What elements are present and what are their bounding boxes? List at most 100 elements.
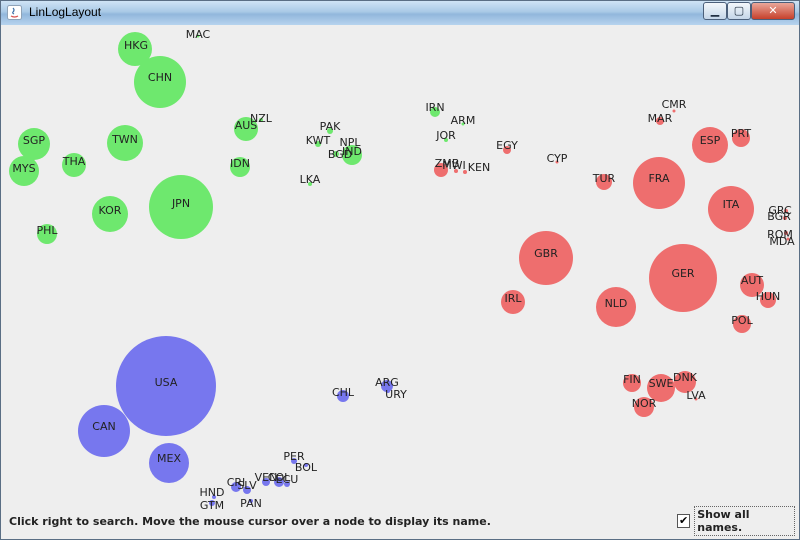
node-label-arg: ARG — [375, 376, 399, 389]
node-lka[interactable] — [308, 182, 312, 186]
node-nzl[interactable] — [259, 118, 263, 122]
node-mac[interactable] — [196, 34, 200, 38]
node-hnd[interactable] — [212, 495, 216, 499]
node-cri[interactable] — [231, 482, 241, 492]
node-sgp[interactable] — [18, 128, 50, 160]
node-ita[interactable] — [708, 186, 754, 232]
node-layer — [9, 32, 790, 506]
node-mar[interactable] — [656, 117, 664, 125]
node-dnk[interactable] — [674, 371, 696, 393]
node-mys[interactable] — [9, 156, 39, 186]
node-ind[interactable] — [342, 145, 362, 165]
node-phl[interactable] — [37, 224, 57, 244]
node-tur[interactable] — [596, 174, 612, 190]
node-esp[interactable] — [692, 127, 728, 163]
node-label-twn: TWN — [111, 133, 138, 146]
node-cyp[interactable] — [555, 160, 559, 164]
node-label-ger: GER — [671, 267, 694, 280]
node-label-mac: MAC — [186, 28, 211, 41]
node-label-gbr: GBR — [534, 247, 558, 260]
node-col[interactable] — [274, 477, 284, 487]
node-tha[interactable] — [62, 153, 86, 177]
node-per[interactable] — [291, 458, 297, 464]
node-bol[interactable] — [304, 463, 308, 467]
node-bgd[interactable] — [333, 151, 339, 157]
node-hun[interactable] — [760, 292, 776, 308]
node-pan[interactable] — [249, 499, 253, 503]
node-label-mys: MYS — [12, 162, 35, 175]
node-ury[interactable] — [386, 389, 390, 393]
node-pak[interactable] — [327, 128, 333, 134]
node-usa[interactable] — [116, 336, 216, 436]
node-jor[interactable] — [444, 138, 448, 142]
node-ken[interactable] — [463, 170, 467, 174]
node-ven[interactable] — [262, 478, 270, 486]
maximize-button[interactable]: ▢ — [727, 2, 751, 20]
node-arm[interactable] — [461, 122, 465, 126]
node-label-irl: IRL — [504, 292, 522, 305]
node-aus[interactable] — [234, 117, 258, 141]
node-gtm[interactable] — [209, 500, 215, 506]
node-label-swe: SWE — [649, 377, 674, 390]
node-label-cyp: CYP — [547, 152, 568, 165]
node-label-pol: POL — [731, 314, 753, 327]
title-bar[interactable]: LinLogLayout ▁ ▢ ✕ — [1, 1, 799, 25]
node-kor[interactable] — [92, 196, 128, 232]
node-hkg[interactable] — [118, 32, 152, 66]
minimize-button[interactable]: ▁ — [703, 2, 727, 20]
node-nor[interactable] — [634, 397, 654, 417]
node-irl[interactable] — [501, 290, 525, 314]
node-cmr[interactable] — [672, 109, 676, 113]
node-prt[interactable] — [732, 129, 750, 147]
node-mwi[interactable] — [454, 169, 458, 173]
node-label-zmb: ZMB — [435, 157, 460, 170]
node-chn[interactable] — [134, 56, 186, 108]
node-rom[interactable] — [784, 231, 788, 235]
node-label-chn: CHN — [148, 71, 172, 84]
node-label-idn: IDN — [230, 157, 250, 170]
node-jpn[interactable] — [149, 175, 213, 239]
node-pol[interactable] — [733, 315, 751, 333]
node-ecu[interactable] — [284, 481, 290, 487]
node-ger[interactable] — [649, 244, 717, 312]
node-can[interactable] — [78, 405, 130, 457]
node-label-can: CAN — [92, 420, 115, 433]
show-names-checkbox[interactable]: ✔ — [677, 514, 691, 528]
node-zmb[interactable] — [434, 163, 448, 177]
node-fra[interactable] — [633, 157, 685, 209]
node-label-egy: EGY — [496, 139, 518, 152]
node-mex[interactable] — [149, 443, 189, 483]
graph-canvas[interactable]: HKG MAC CHN SGP TWN MYS THA AUS NZL IDN PAK KWT NPL B… — [7, 25, 795, 536]
show-names-label[interactable]: Show all names. — [694, 506, 795, 536]
node-kwt[interactable] — [315, 141, 321, 147]
node-lva[interactable] — [694, 397, 698, 401]
close-button[interactable]: ✕ — [751, 2, 795, 20]
node-egy[interactable] — [503, 146, 511, 154]
node-idn[interactable] — [230, 157, 250, 177]
node-slv[interactable] — [243, 486, 251, 494]
node-label-lka: LKA — [300, 173, 321, 186]
show-names-toggle[interactable]: ✔ Show all names. — [677, 506, 795, 536]
node-arg[interactable] — [381, 380, 393, 392]
node-mda[interactable] — [786, 237, 790, 241]
node-label-bol: BOL — [295, 461, 318, 474]
node-aut[interactable] — [740, 273, 764, 297]
node-irn[interactable] — [430, 107, 440, 117]
node-swe[interactable] — [647, 374, 675, 402]
node-chl[interactable] — [337, 390, 349, 402]
window-title: LinLogLayout — [29, 5, 102, 19]
node-label-grc: GRC — [768, 204, 792, 217]
node-nld[interactable] — [596, 287, 636, 327]
node-fin[interactable] — [623, 374, 641, 392]
node-label-phl: PHL — [36, 224, 58, 237]
node-label-hkg: HKG — [124, 39, 148, 52]
node-bgr[interactable] — [783, 216, 787, 220]
node-label-ita: ITA — [723, 198, 740, 211]
node-label-aus: AUS — [235, 119, 258, 132]
node-grc[interactable] — [784, 209, 788, 213]
node-gbr[interactable] — [519, 231, 573, 285]
node-twn[interactable] — [107, 125, 143, 161]
node-label-fra: FRA — [648, 172, 670, 185]
node-label-sgp: SGP — [23, 134, 46, 147]
